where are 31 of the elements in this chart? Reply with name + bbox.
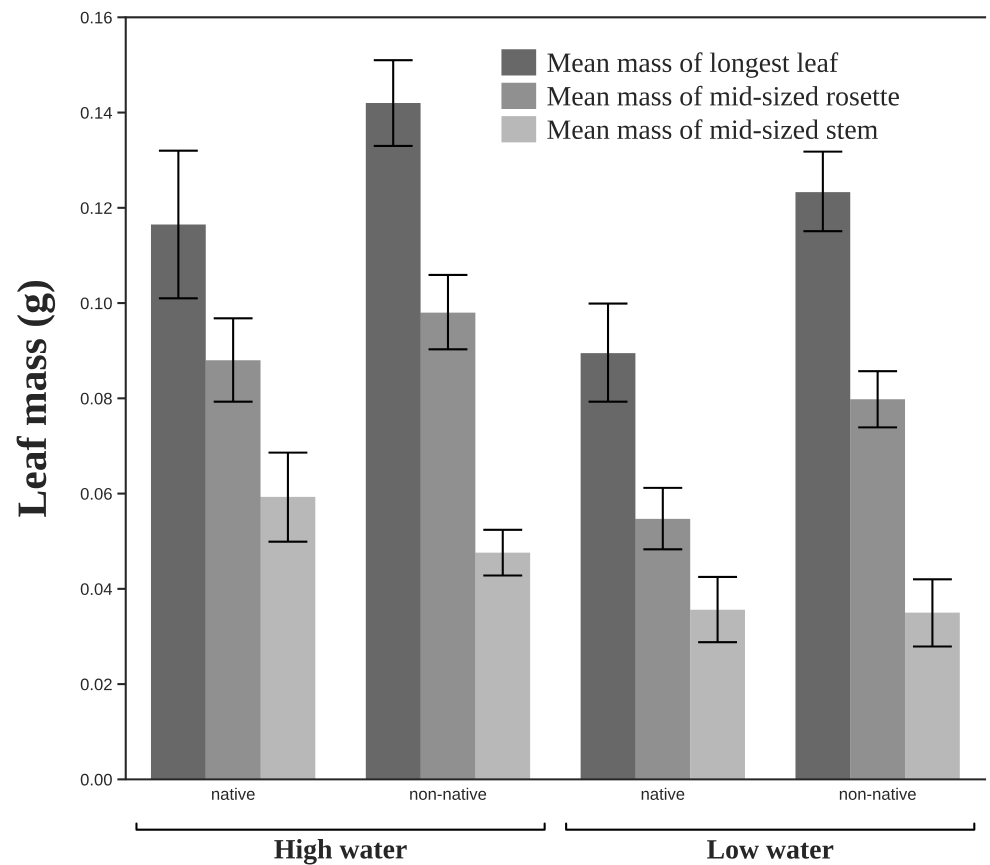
- legend-label: Mean mass of mid-sized stem: [547, 119, 878, 140]
- legend-label: Mean mass of mid-sized rosette: [547, 86, 899, 106]
- y-tick-label: 0.06: [80, 488, 112, 500]
- text: Low water: [707, 840, 834, 859]
- bar: [905, 612, 960, 780]
- text: High water: [274, 839, 407, 864]
- y-tick-label: 0.16: [80, 12, 112, 24]
- x-tick-label: non-native: [840, 788, 916, 800]
- bar: [475, 552, 530, 780]
- y-tick-label: 0.02: [80, 678, 112, 690]
- x-tick-label: native: [642, 788, 684, 800]
- legend-label: Mean mass of longest leaf: [547, 52, 838, 78]
- y-tick-label: 0.00: [80, 774, 112, 786]
- y-tick-label: 0.04: [80, 583, 112, 596]
- bar: [635, 518, 690, 780]
- x-tick-label: non-native: [410, 788, 486, 800]
- y-tick-label: 0.10: [80, 297, 112, 310]
- bar: [206, 360, 261, 780]
- bar: [420, 312, 476, 780]
- bar: [850, 399, 906, 780]
- bar: [690, 610, 745, 780]
- y-axis-title: Leaf mass (g): [16, 280, 56, 517]
- bar: [580, 353, 636, 780]
- bar: [366, 103, 421, 780]
- y-tick-label: 0.14: [80, 106, 112, 119]
- bar: [795, 192, 850, 780]
- bar: [260, 496, 316, 780]
- y-tick-label: 0.12: [80, 202, 112, 214]
- x-tick-label: native: [212, 788, 255, 800]
- y-tick-label: 0.08: [80, 392, 112, 405]
- bar: [150, 224, 206, 780]
